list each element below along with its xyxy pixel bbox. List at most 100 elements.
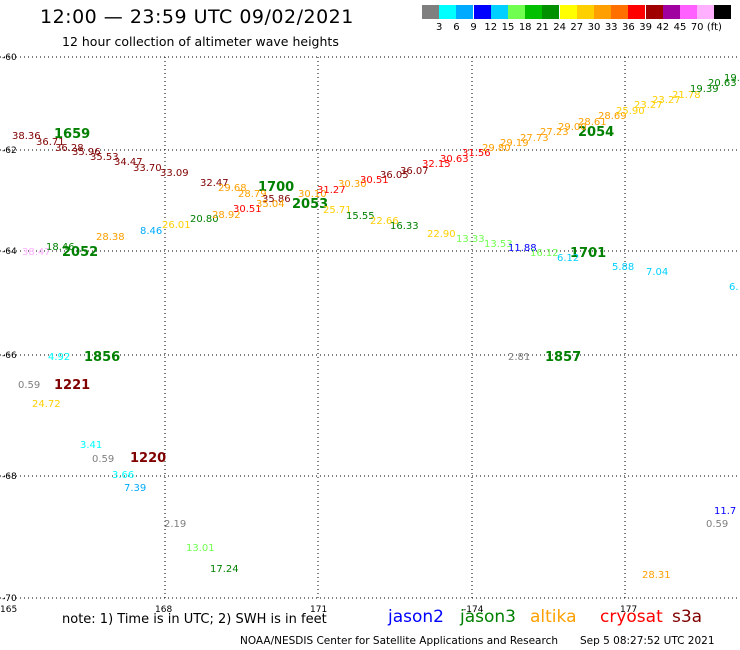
legend-label: 9 [470,22,477,33]
legend-label: 33 [604,22,618,33]
wave-height-value: 13.53 [484,239,513,250]
pass-time-label: 2052 [62,245,98,260]
wave-height-value: 31.56 [462,148,491,159]
legend-swatch [542,5,560,19]
legend-swatch [662,5,680,19]
latitude-label: -70 [2,594,17,604]
wave-height-value: 35.04 [256,199,285,210]
wave-height-value: 30.63 [440,154,469,165]
wave-height-value: 26.01 [162,220,191,231]
wave-height-value: 32.15 [422,159,451,170]
wave-height-value: 13.01 [186,543,215,554]
pass-time-label: 1221 [54,378,90,393]
latitude-label: -68 [2,472,17,482]
wave-height-value: 22.66 [370,216,399,227]
wave-height-value: 20.80 [190,214,219,225]
longitude-label: 168 [155,605,172,615]
latitude-label: -64 [2,247,17,257]
longitude-label: 165 [0,605,17,615]
wave-height-value: 6. [729,282,739,293]
wave-height-value: 36.71 [36,137,65,148]
wave-height-value: 0.59 [706,519,728,530]
legend-swatch [439,5,457,19]
legend-label: 39 [639,22,652,33]
wave-height-value: 17.24 [210,564,239,575]
wave-height-value: 27.73 [520,133,549,144]
wave-height-value: 28.31 [642,570,671,581]
wave-height-value: 36.07 [400,166,429,177]
legend-swatch [422,5,439,19]
legend-label: 42 [656,22,670,33]
pass-time-label: 1220 [130,451,166,466]
legend-label: 12 [484,22,498,33]
wave-height-value: 3.41 [80,440,102,451]
wave-height-value: 29.00 [558,122,587,133]
legend-swatch [680,5,697,19]
pass-time-label: 1857 [545,350,581,365]
legend-label: 30 [587,22,601,33]
wave-height-value: 33.09 [160,168,189,179]
wave-height-value: 16.12 [530,248,559,259]
pass-time-label: 1659 [54,127,90,142]
wave-height-value: 28.92 [212,210,241,221]
generated-timestamp: Sep 5 08:27:52 UTC 2021 [580,635,715,647]
wave-height-value: 28.79 [238,189,267,200]
legend-label: 15 [501,22,515,33]
wave-height-value: 13.33 [456,234,485,245]
legend-swatch [714,5,732,19]
legend-swatch [697,5,715,19]
legend-label: 21 [536,22,549,33]
legend-swatch [576,5,594,19]
wave-height-value: 28.61 [578,117,607,128]
pass-time-label: 1856 [84,350,120,365]
pass-time-label: 2053 [292,197,328,212]
wave-height-value: 21.78 [672,90,701,101]
longitude-label: 171 [310,605,327,615]
wave-height-value: 30.30 [338,179,367,190]
wave-height-value: 25.71 [323,205,352,216]
legend-label: 6 [453,22,460,33]
wave-height-value: 4.92 [48,352,70,363]
wave-height-value: 35.96 [72,147,101,158]
legend-label: 36 [622,22,635,33]
wave-height-value: 27.23 [540,127,569,138]
wave-height-value: 28.38 [96,232,125,243]
wave-height-value: 29.80 [482,143,511,154]
footer-note: note: 1) Time is in UTC; 2) SWH is in fe… [62,612,327,627]
wave-height-value: 38.36 [12,131,41,142]
legend-swatch [559,5,577,19]
legend-label: 27 [570,22,584,33]
wave-height-value: 18.46 [46,242,75,253]
wave-height-value: 29.68 [218,183,247,194]
legend-label: 45 [673,22,687,33]
legend-label: (ft) [706,22,722,33]
wave-height-value: 35.86 [262,194,291,205]
wave-height-value: 5.88 [612,262,634,273]
pass-time-label: 1700 [258,180,294,195]
legend-swatch [490,5,508,19]
pass-time-label: 1701 [570,246,606,261]
wave-height-value: 29.19 [500,138,529,149]
wave-height-value: 0.59 [92,454,114,465]
legend-swatch [508,5,525,19]
wave-height-value: 11.88 [508,243,537,254]
wave-height-value: 23.27 [634,100,663,111]
legend-label: 3 [436,22,443,33]
wave-height-value: 0.59 [18,380,40,391]
wave-height-value: 23.27 [652,95,681,106]
wave-height-value: 15.55 [346,211,375,222]
wave-height-value: 7.39 [124,483,146,494]
wave-height-value: 24.72 [32,399,61,410]
wave-height-value: 31.27 [317,185,346,196]
wave-height-value: 19.39 [690,84,719,95]
satellite-s3a: s3a [672,607,703,627]
latitude-label: -60 [2,53,17,63]
wave-height-value: 30.51 [233,204,262,215]
wave-height-value: 38.47 [22,247,51,258]
legend-label: 24 [553,22,566,33]
graticule [0,56,740,600]
wave-height-value: 34.47 [114,157,143,168]
wave-height-value: 28.69 [598,111,627,122]
wave-height-value: 2.19 [164,519,186,530]
